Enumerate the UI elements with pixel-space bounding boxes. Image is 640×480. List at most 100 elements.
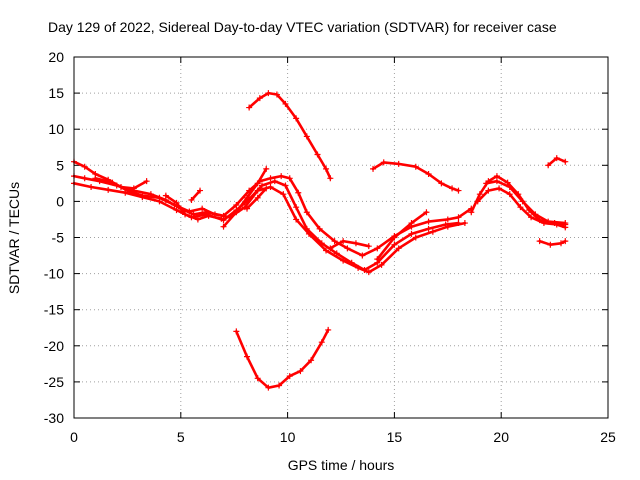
data-point: [474, 198, 481, 205]
data-point: [412, 234, 419, 241]
data-point: [186, 208, 193, 215]
x-tick-label: 15: [387, 429, 403, 445]
data-point: [425, 225, 432, 232]
series-track-9: [327, 238, 372, 252]
data-point: [244, 205, 251, 212]
series-track-16: [483, 178, 569, 227]
y-tick-label: -10: [44, 266, 64, 282]
plot-frame: [73, 56, 609, 419]
data-point: [496, 185, 503, 192]
series-track-10: [374, 209, 430, 263]
y-tick-label: 0: [56, 193, 64, 209]
data-point: [263, 165, 270, 172]
data-point: [81, 163, 88, 170]
series-line: [538, 239, 567, 246]
data-point: [293, 115, 300, 122]
data-point: [244, 194, 251, 201]
series-track-12: [370, 159, 462, 194]
data-point: [271, 178, 278, 185]
x-tick-label: 5: [177, 429, 185, 445]
data-point: [374, 245, 381, 252]
series-line: [375, 210, 428, 261]
data-point: [476, 191, 483, 198]
data-point: [455, 214, 462, 221]
data-point: [263, 185, 270, 192]
data-point: [545, 218, 552, 225]
data-point: [233, 328, 240, 335]
data-point: [318, 339, 325, 346]
data-point: [233, 202, 240, 209]
data-point: [182, 211, 189, 218]
data-point: [483, 180, 490, 187]
data-point: [156, 194, 163, 201]
series-track-7: [220, 165, 270, 230]
data-point: [254, 375, 261, 382]
data-point: [278, 173, 285, 180]
y-tick-label: -20: [44, 338, 64, 354]
series-track-18: [545, 155, 569, 169]
data-point: [344, 245, 351, 252]
data-point: [256, 95, 263, 102]
data-point: [395, 245, 402, 252]
series-track-2: [71, 173, 475, 259]
data-point: [391, 241, 398, 248]
data-point: [485, 187, 492, 194]
y-tick-label: 5: [56, 157, 64, 173]
data-point: [258, 182, 265, 189]
data-point: [124, 187, 131, 194]
data-point: [286, 373, 293, 380]
data-point: [412, 163, 419, 170]
series-track-8: [244, 185, 270, 212]
data-point: [327, 245, 334, 252]
data-point: [173, 199, 180, 206]
data-point: [468, 209, 475, 216]
y-tick-label: 15: [48, 85, 64, 101]
data-point: [423, 209, 430, 216]
data-point: [374, 256, 381, 263]
data-point: [558, 240, 565, 247]
data-point: [220, 223, 227, 230]
data-point: [429, 228, 436, 235]
data-point: [295, 189, 302, 196]
series-track-11: [246, 90, 334, 182]
data-point: [461, 220, 468, 227]
series-line: [235, 328, 330, 390]
data-point: [547, 241, 554, 248]
data-point: [280, 191, 287, 198]
data-point: [197, 187, 204, 194]
data-point: [540, 220, 547, 227]
data-point: [370, 165, 377, 172]
data-point: [519, 198, 526, 205]
data-point: [493, 178, 500, 185]
series-line: [72, 179, 460, 272]
data-point: [265, 384, 272, 391]
data-point: [254, 194, 261, 201]
data-point: [254, 180, 261, 187]
data-point: [188, 196, 195, 203]
data-point: [449, 185, 456, 192]
data-point: [293, 204, 300, 211]
data-point: [438, 180, 445, 187]
data-point: [282, 100, 289, 107]
x-tick-label: 20: [493, 429, 509, 445]
data-point: [199, 205, 206, 212]
data-point: [267, 183, 274, 190]
data-point: [562, 220, 569, 227]
data-point: [493, 173, 500, 180]
data-point: [408, 220, 415, 227]
data-point: [365, 243, 372, 250]
data-point: [316, 225, 323, 232]
data-point: [545, 162, 552, 169]
data-point: [109, 179, 116, 186]
y-tick-label: -15: [44, 302, 64, 318]
y-tick-label: 10: [48, 121, 64, 137]
x-tick-label: 10: [280, 429, 296, 445]
data-point: [305, 230, 312, 237]
data-point: [532, 211, 539, 218]
data-point: [340, 257, 347, 264]
x-axis-label: GPS time / hours: [288, 457, 395, 473]
data-point: [536, 238, 543, 245]
series-track-4: [92, 175, 468, 276]
data-point: [506, 183, 513, 190]
data-point: [293, 216, 300, 223]
